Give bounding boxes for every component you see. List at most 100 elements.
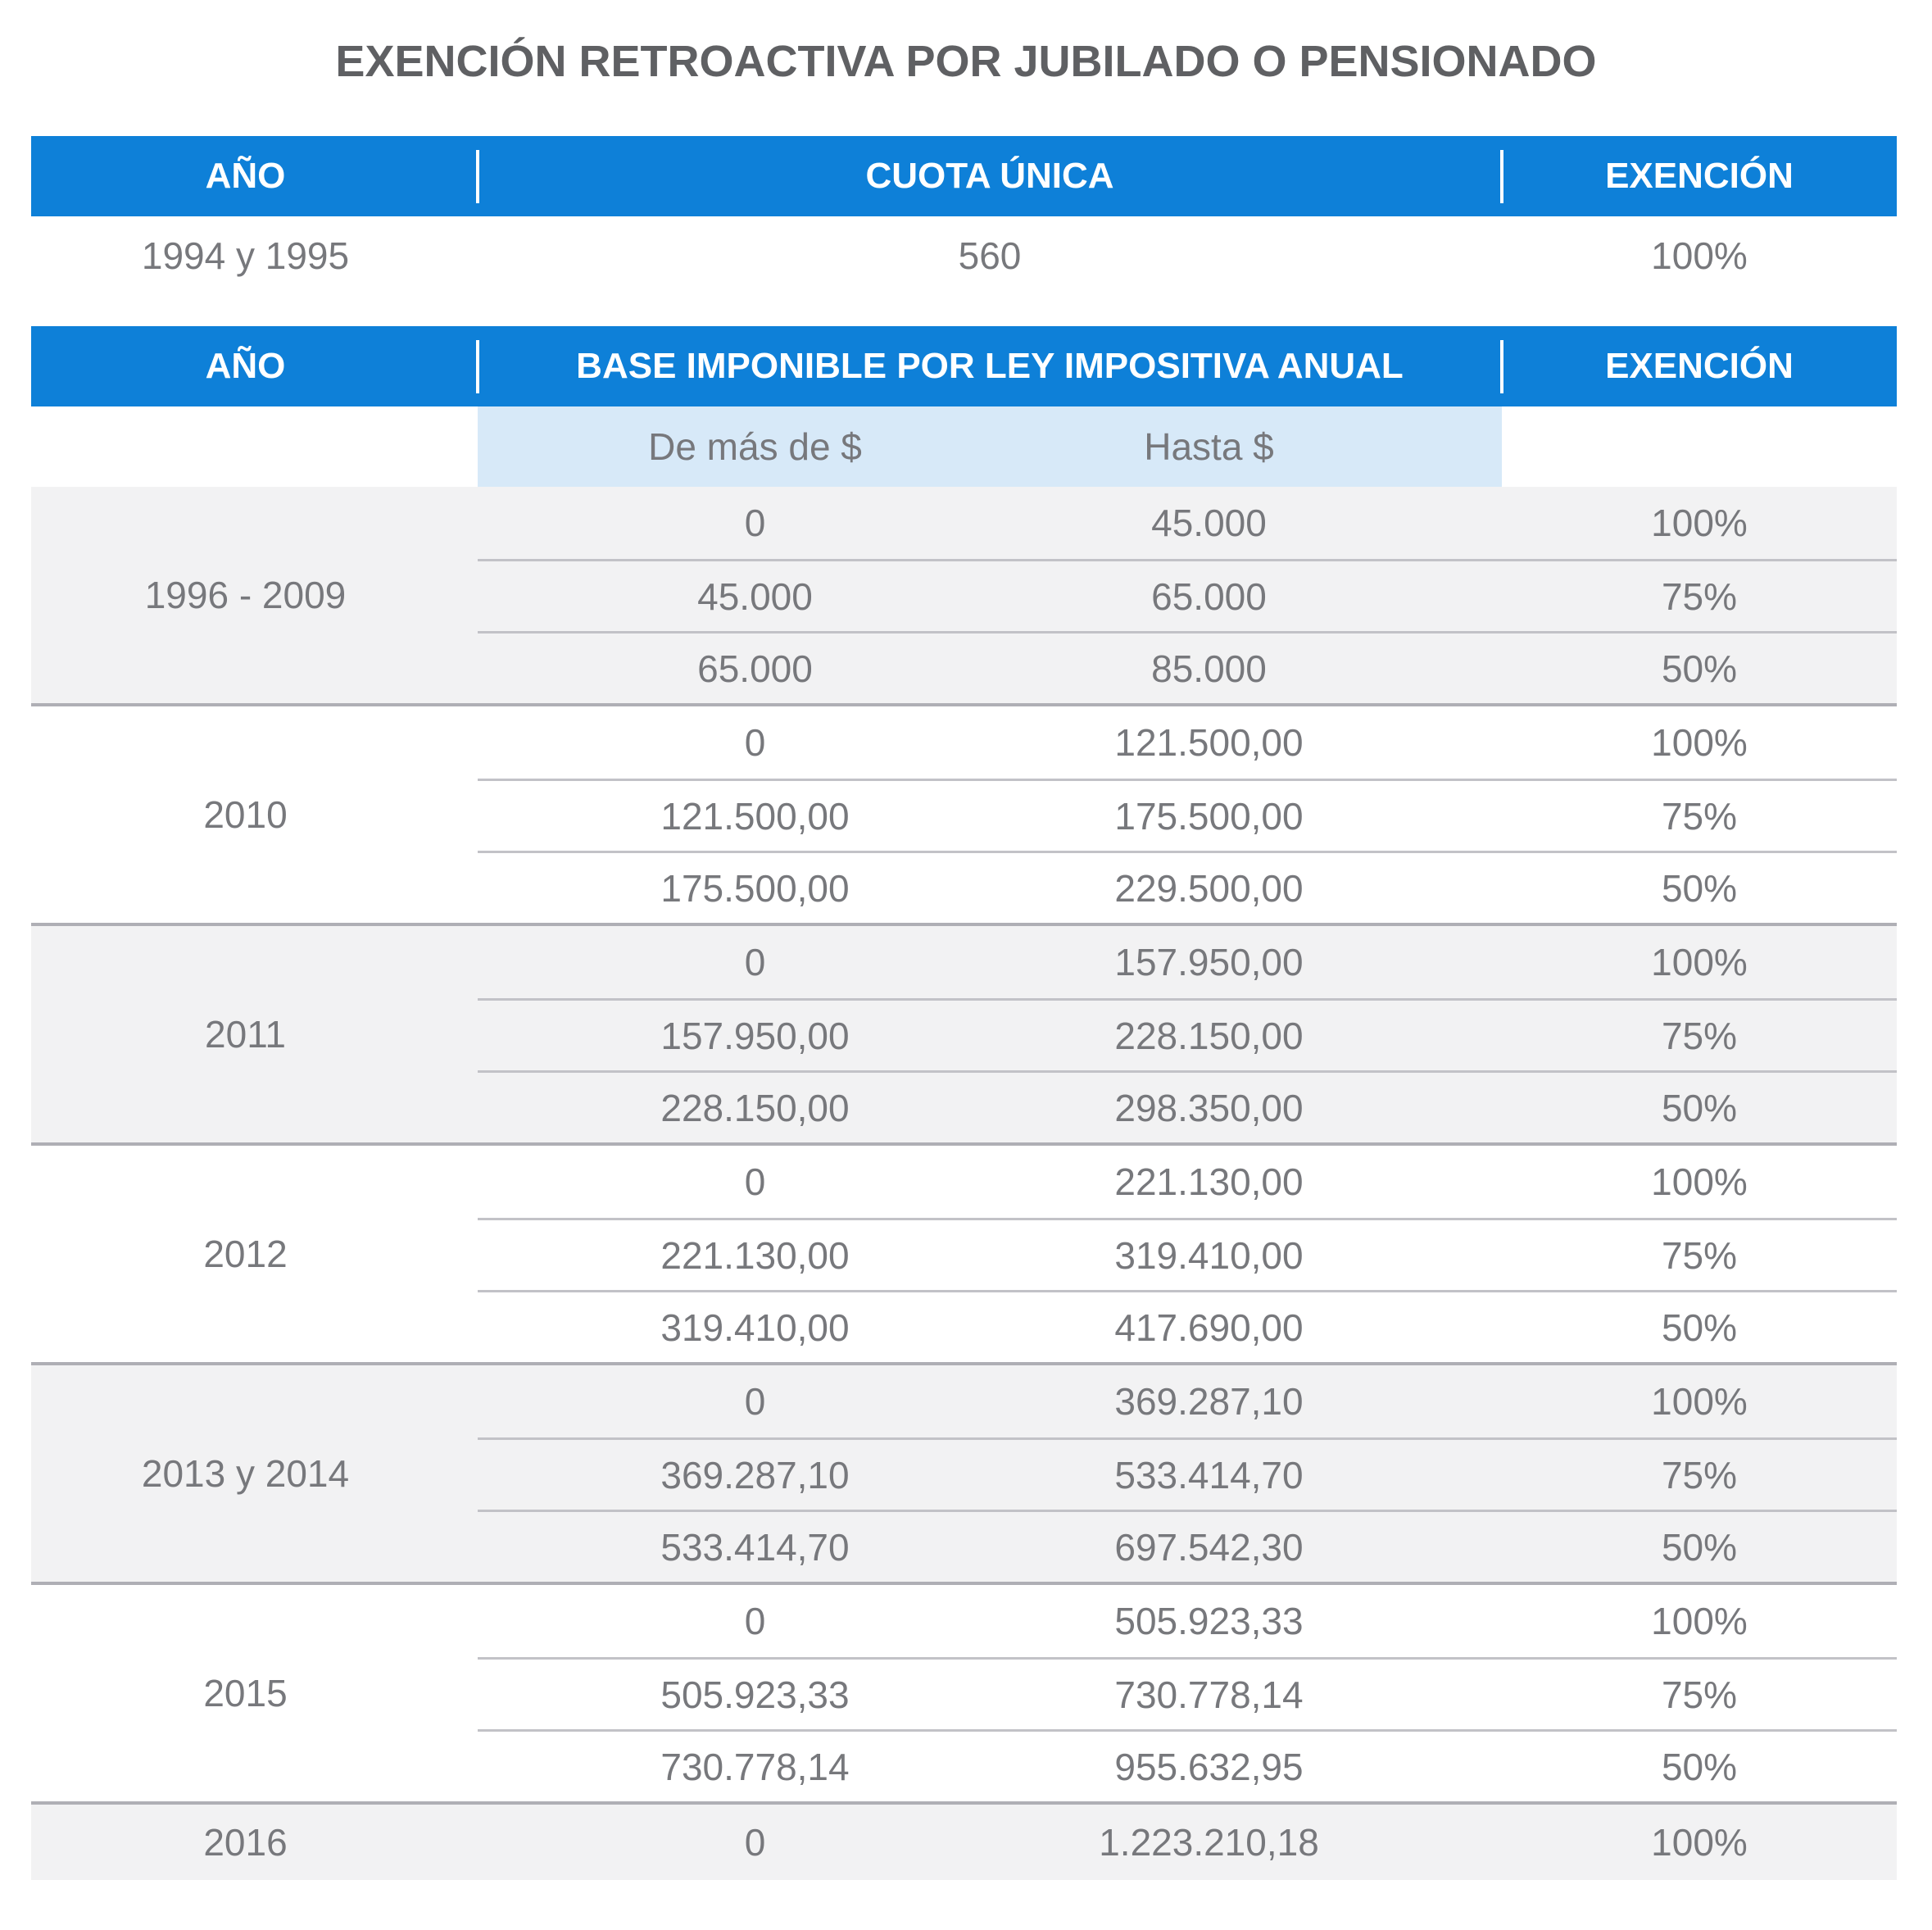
from-cell: 730.778,14 bbox=[660, 1745, 850, 1788]
group-2015: 2015 0 505.923,33 100% 505.923,33 730.77… bbox=[31, 1582, 1897, 1801]
table-row: 0 1.223.210,18 100% bbox=[478, 1805, 1897, 1880]
to-cell: 730.778,14 bbox=[1114, 1673, 1304, 1716]
from-cell: 228.150,00 bbox=[660, 1086, 850, 1129]
table-row: 533.414,70 697.542,30 50% bbox=[478, 1510, 1897, 1582]
from-cell: 221.130,00 bbox=[660, 1233, 850, 1277]
to-cell: 85.000 bbox=[1151, 647, 1267, 690]
table1-header-exencion: EXENCIÓN bbox=[1500, 136, 1897, 216]
to-cell: 319.410,00 bbox=[1114, 1233, 1304, 1277]
table-row: 0 45.000 100% bbox=[478, 487, 1897, 559]
to-cell: 45.000 bbox=[1151, 502, 1267, 544]
from-cell: 0 bbox=[744, 1160, 766, 1203]
year-cell: 1994 y 1995 bbox=[141, 234, 350, 277]
table2-header-year: AÑO bbox=[205, 346, 286, 386]
from-cell: 45.000 bbox=[697, 574, 813, 618]
exencion-cell: 100% bbox=[1651, 1380, 1748, 1423]
exencion-cell: 50% bbox=[1661, 1745, 1738, 1788]
subheader-year-spacer bbox=[31, 406, 478, 487]
table2-subheader-row: De más de $ Hasta $ bbox=[31, 406, 1897, 487]
table-row: 121.500,00 175.500,00 75% bbox=[478, 779, 1897, 851]
year-cell: 2015 bbox=[203, 1672, 288, 1714]
year-cell: 2012 bbox=[203, 1233, 288, 1275]
exencion-cell: 100% bbox=[1651, 502, 1748, 544]
year-cell: 2010 bbox=[203, 793, 288, 836]
to-cell: 221.130,00 bbox=[1114, 1160, 1304, 1203]
table2-header-base-imponible: BASE IMPONIBLE POR LEY IMPOSITIVA ANUAL bbox=[476, 326, 1502, 406]
to-cell: 369.287,10 bbox=[1114, 1380, 1304, 1423]
exencion-cell: 100% bbox=[1651, 941, 1748, 983]
exencion-cell: 75% bbox=[1661, 1673, 1738, 1716]
table-row: 228.150,00 298.350,00 50% bbox=[478, 1070, 1897, 1142]
subheader-hasta: Hasta $ bbox=[1144, 425, 1274, 468]
from-cell: 533.414,70 bbox=[660, 1525, 850, 1569]
from-cell: 0 bbox=[744, 1821, 766, 1864]
page-title: EXENCIÓN RETROACTIVA POR JUBILADO O PENS… bbox=[335, 37, 1597, 86]
to-cell: 1.223.210,18 bbox=[1099, 1821, 1319, 1864]
table1-header-year: AÑO bbox=[205, 156, 286, 196]
table-row: 45.000 65.000 75% bbox=[478, 559, 1897, 631]
table-row: 157.950,00 228.150,00 75% bbox=[478, 998, 1897, 1070]
from-cell: 0 bbox=[744, 941, 766, 983]
year-cell: 1996 - 2009 bbox=[144, 574, 347, 616]
table1-header-cuota-unica: CUOTA ÚNICA bbox=[476, 136, 1502, 216]
exencion-cell: 100% bbox=[1651, 1821, 1748, 1864]
to-cell: 533.414,70 bbox=[1114, 1453, 1304, 1496]
from-cell: 0 bbox=[744, 502, 766, 544]
exencion-cell: 50% bbox=[1661, 866, 1738, 910]
exencion-cell: 100% bbox=[1651, 1160, 1748, 1203]
group-1996-2009: 1996 - 2009 0 45.000 100% 45.000 65.000 … bbox=[31, 487, 1897, 703]
from-cell: 505.923,33 bbox=[660, 1673, 850, 1716]
table1-header-row: AÑO CUOTA ÚNICA EXENCIÓN bbox=[31, 136, 1897, 216]
table-row: 175.500,00 229.500,00 50% bbox=[478, 851, 1897, 923]
group-2016: 2016 0 1.223.210,18 100% bbox=[31, 1801, 1897, 1880]
table-row: 221.130,00 319.410,00 75% bbox=[478, 1218, 1897, 1290]
to-cell: 121.500,00 bbox=[1114, 721, 1304, 764]
table-row: 0 505.923,33 100% bbox=[478, 1585, 1897, 1657]
table-row: 319.410,00 417.690,00 50% bbox=[478, 1290, 1897, 1362]
from-cell: 0 bbox=[744, 721, 766, 764]
from-cell: 157.950,00 bbox=[660, 1014, 850, 1057]
to-cell: 228.150,00 bbox=[1114, 1014, 1304, 1057]
from-cell: 0 bbox=[744, 1600, 766, 1642]
table2-body: 1996 - 2009 0 45.000 100% 45.000 65.000 … bbox=[31, 487, 1897, 1880]
group-2012: 2012 0 221.130,00 100% 221.130,00 319.41… bbox=[31, 1142, 1897, 1362]
exencion-cell: 75% bbox=[1661, 794, 1738, 838]
exencion-cell: 100% bbox=[1651, 1600, 1748, 1642]
subheader-de-mas-de: De más de $ bbox=[648, 425, 862, 468]
table-row: 505.923,33 730.778,14 75% bbox=[478, 1657, 1897, 1729]
table2-header-exencion: EXENCIÓN bbox=[1500, 326, 1897, 406]
cuota-cell: 560 bbox=[958, 234, 1022, 277]
to-cell: 65.000 bbox=[1151, 574, 1267, 618]
to-cell: 697.542,30 bbox=[1114, 1525, 1304, 1569]
table1-row-1994-1995: 1994 y 1995 560 100% bbox=[31, 216, 1897, 295]
from-cell: 369.287,10 bbox=[660, 1453, 850, 1496]
exencion-cell: 75% bbox=[1661, 1233, 1738, 1277]
from-cell: 175.500,00 bbox=[660, 866, 850, 910]
exencion-cell: 50% bbox=[1661, 1086, 1738, 1129]
table-gap bbox=[31, 295, 1897, 326]
exencion-cell: 50% bbox=[1661, 647, 1738, 690]
group-2011: 2011 0 157.950,00 100% 157.950,00 228.15… bbox=[31, 923, 1897, 1142]
from-cell: 65.000 bbox=[697, 647, 813, 690]
exencion-cell: 75% bbox=[1661, 574, 1738, 618]
exencion-cell: 100% bbox=[1651, 234, 1748, 277]
to-cell: 505.923,33 bbox=[1114, 1600, 1304, 1642]
table-row: 369.287,10 533.414,70 75% bbox=[478, 1437, 1897, 1510]
table2-header-row: AÑO BASE IMPONIBLE POR LEY IMPOSITIVA AN… bbox=[31, 326, 1897, 406]
to-cell: 157.950,00 bbox=[1114, 941, 1304, 983]
from-cell: 121.500,00 bbox=[660, 794, 850, 838]
to-cell: 229.500,00 bbox=[1114, 866, 1304, 910]
subheader-exencion-spacer bbox=[1502, 406, 1897, 487]
year-cell: 2016 bbox=[203, 1821, 288, 1864]
subheader-band: De más de $ Hasta $ bbox=[478, 406, 1502, 487]
table-row: 0 157.950,00 100% bbox=[478, 926, 1897, 998]
to-cell: 417.690,00 bbox=[1114, 1306, 1304, 1349]
exencion-cell: 75% bbox=[1661, 1453, 1738, 1496]
exencion-cell: 100% bbox=[1651, 721, 1748, 764]
exemption-tables: AÑO CUOTA ÚNICA EXENCIÓN 1994 y 1995 560… bbox=[31, 136, 1897, 1880]
exencion-cell: 50% bbox=[1661, 1525, 1738, 1569]
exencion-cell: 75% bbox=[1661, 1014, 1738, 1057]
table-row: 0 369.287,10 100% bbox=[478, 1365, 1897, 1437]
to-cell: 175.500,00 bbox=[1114, 794, 1304, 838]
exencion-cell: 50% bbox=[1661, 1306, 1738, 1349]
